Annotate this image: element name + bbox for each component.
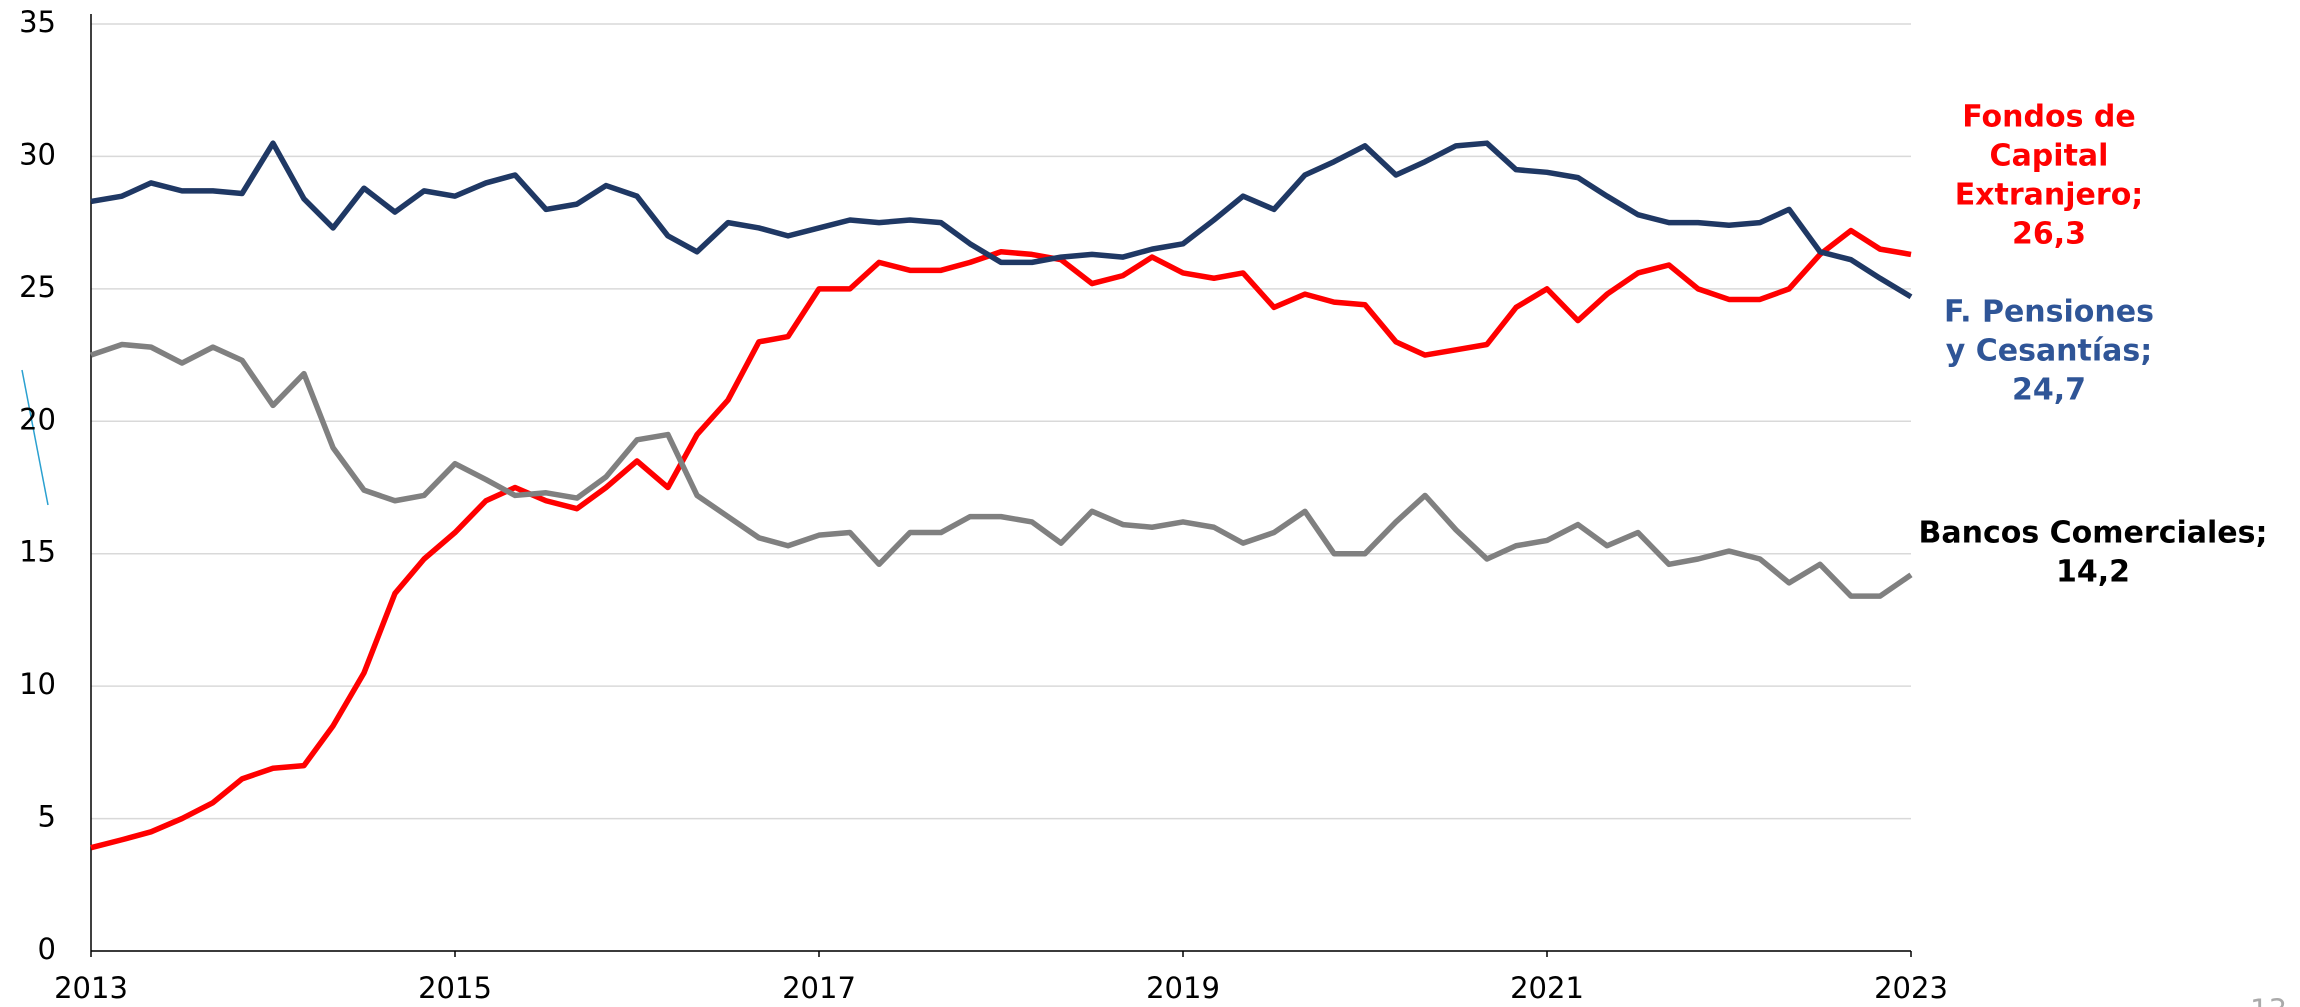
- x-tick-label: 2017: [782, 971, 856, 1005]
- y-tick-label: 5: [38, 800, 56, 834]
- x-tick-label: 2015: [418, 971, 492, 1005]
- y-tick-label: 0: [38, 932, 56, 966]
- y-tick-label: 20: [19, 402, 56, 436]
- y-tick-label: 30: [19, 137, 56, 171]
- end-value-label: 24,7: [2012, 373, 2086, 408]
- series-label: F. Pensiones: [1944, 295, 2154, 330]
- series-label: Bancos Comerciales;: [1919, 516, 2268, 551]
- series-label: Capital: [1990, 139, 2109, 174]
- decor-line: [21, 369, 49, 506]
- x-tick-label: 2019: [1146, 971, 1220, 1005]
- end-value-label: 26,3: [2012, 217, 2086, 252]
- y-tick-label: 25: [19, 270, 56, 304]
- series-line: [90, 140, 1913, 300]
- y-tick-label: 10: [19, 667, 56, 701]
- x-tick-label: 2013: [54, 971, 128, 1005]
- series-label: Extranjero;: [1955, 178, 2144, 213]
- series-label: y Cesantías;: [1946, 334, 2153, 369]
- y-tick-label: 15: [19, 535, 56, 569]
- series-line: [90, 227, 1912, 851]
- series-line: [90, 341, 1913, 599]
- page-number: 13: [2250, 993, 2287, 1007]
- end-value-label: 14,2: [2056, 555, 2130, 590]
- x-tick-label: 2023: [1874, 971, 1948, 1005]
- series-label: Fondos de: [1962, 100, 2135, 135]
- x-tick-label: 2021: [1510, 971, 1584, 1005]
- y-tick-label: 35: [19, 5, 56, 39]
